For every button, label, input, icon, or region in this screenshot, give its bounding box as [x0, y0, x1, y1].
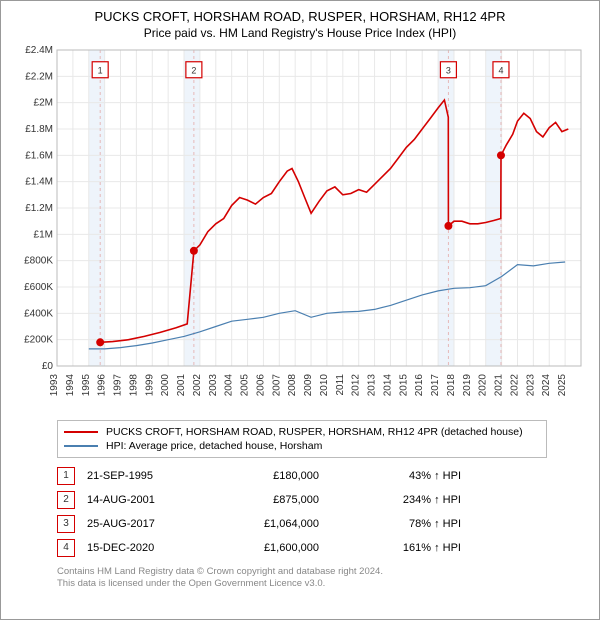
- svg-text:2010: 2010: [319, 374, 330, 397]
- footer-line-1: Contains HM Land Registry data © Crown c…: [57, 566, 589, 578]
- svg-text:£2.4M: £2.4M: [25, 45, 53, 56]
- svg-text:2015: 2015: [398, 374, 409, 397]
- svg-text:2009: 2009: [303, 374, 314, 397]
- tx-pct: 78% ↑ HPI: [331, 518, 461, 530]
- svg-text:1996: 1996: [97, 374, 108, 397]
- tx-pct: 161% ↑ HPI: [331, 542, 461, 554]
- legend-label: PUCKS CROFT, HORSHAM ROAD, RUSPER, HORSH…: [106, 426, 523, 438]
- tx-date: 15-DEC-2020: [87, 542, 207, 554]
- svg-text:2018: 2018: [446, 374, 457, 397]
- tx-price: £1,064,000: [219, 518, 319, 530]
- svg-text:£600K: £600K: [24, 282, 53, 293]
- footer: Contains HM Land Registry data © Crown c…: [57, 566, 589, 591]
- svg-text:2002: 2002: [192, 374, 203, 397]
- legend-swatch: [64, 431, 98, 433]
- transaction-table: 1 21-SEP-1995 £180,000 43% ↑ HPI 2 14-AUG-200…: [57, 464, 547, 560]
- svg-text:£1.8M: £1.8M: [25, 124, 53, 135]
- svg-text:1993: 1993: [49, 374, 60, 397]
- svg-text:1997: 1997: [113, 374, 124, 397]
- svg-text:£1.4M: £1.4M: [25, 177, 53, 188]
- tx-price: £180,000: [219, 470, 319, 482]
- chart: £0 £200K £400K £600K £800K £1M £1.2M £1.4M £1.6M…: [11, 44, 589, 414]
- svg-text:2013: 2013: [367, 374, 378, 397]
- svg-text:2004: 2004: [224, 374, 235, 397]
- svg-text:2021: 2021: [494, 374, 505, 397]
- svg-text:2019: 2019: [462, 374, 473, 397]
- svg-text:2005: 2005: [240, 374, 251, 397]
- svg-text:1: 1: [98, 65, 103, 75]
- svg-text:2000: 2000: [160, 374, 171, 397]
- svg-text:£1.2M: £1.2M: [25, 203, 53, 214]
- table-row: 3 25-AUG-2017 £1,064,000 78% ↑ HPI: [57, 512, 547, 536]
- svg-text:1999: 1999: [144, 374, 155, 397]
- svg-text:2017: 2017: [430, 374, 441, 397]
- svg-text:£400K: £400K: [24, 308, 53, 319]
- svg-text:£1.6M: £1.6M: [25, 150, 53, 161]
- svg-text:£1M: £1M: [34, 229, 53, 240]
- chart-title-1: PUCKS CROFT, HORSHAM ROAD, RUSPER, HORSH…: [11, 9, 589, 24]
- table-row: 1 21-SEP-1995 £180,000 43% ↑ HPI: [57, 464, 547, 488]
- svg-text:2014: 2014: [382, 374, 393, 397]
- legend: PUCKS CROFT, HORSHAM ROAD, RUSPER, HORSH…: [57, 420, 547, 458]
- svg-text:2025: 2025: [557, 374, 568, 397]
- legend-swatch: [64, 445, 98, 447]
- svg-text:2007: 2007: [271, 374, 282, 397]
- svg-text:£200K: £200K: [24, 335, 53, 346]
- tx-marker-number: 3: [57, 515, 75, 533]
- tx-price: £1,600,000: [219, 542, 319, 554]
- svg-text:2020: 2020: [478, 374, 489, 397]
- svg-text:2011: 2011: [335, 374, 346, 396]
- legend-item: PUCKS CROFT, HORSHAM ROAD, RUSPER, HORSH…: [64, 425, 540, 439]
- svg-text:1995: 1995: [81, 374, 92, 397]
- tx-pct: 43% ↑ HPI: [331, 470, 461, 482]
- legend-label: HPI: Average price, detached house, Hors…: [106, 440, 322, 452]
- table-row: 4 15-DEC-2020 £1,600,000 161% ↑ HPI: [57, 536, 547, 560]
- svg-text:3: 3: [446, 65, 451, 75]
- tx-pct: 234% ↑ HPI: [331, 494, 461, 506]
- tx-date: 25-AUG-2017: [87, 518, 207, 530]
- footer-line-2: This data is licensed under the Open Gov…: [57, 578, 589, 590]
- svg-text:2012: 2012: [351, 374, 362, 397]
- svg-text:£2M: £2M: [34, 98, 53, 109]
- svg-text:2001: 2001: [176, 374, 187, 397]
- tx-marker-number: 1: [57, 467, 75, 485]
- svg-text:4: 4: [498, 65, 503, 75]
- table-row: 2 14-AUG-2001 £875,000 234% ↑ HPI: [57, 488, 547, 512]
- tx-marker-number: 2: [57, 491, 75, 509]
- svg-text:2016: 2016: [414, 374, 425, 397]
- svg-text:2022: 2022: [509, 374, 520, 397]
- tx-marker-number: 4: [57, 539, 75, 557]
- chart-title-2: Price paid vs. HM Land Registry's House …: [11, 26, 589, 40]
- svg-text:£2.2M: £2.2M: [25, 71, 53, 82]
- svg-text:2008: 2008: [287, 374, 298, 397]
- svg-text:2023: 2023: [525, 374, 536, 397]
- svg-text:£0: £0: [42, 361, 54, 372]
- svg-text:1994: 1994: [65, 374, 76, 397]
- svg-text:2003: 2003: [208, 374, 219, 397]
- legend-item: HPI: Average price, detached house, Hors…: [64, 439, 540, 453]
- tx-date: 21-SEP-1995: [87, 470, 207, 482]
- svg-text:2006: 2006: [255, 374, 266, 397]
- svg-text:2024: 2024: [541, 374, 552, 397]
- tx-price: £875,000: [219, 494, 319, 506]
- svg-text:£800K: £800K: [24, 256, 53, 267]
- tx-date: 14-AUG-2001: [87, 494, 207, 506]
- svg-text:1998: 1998: [128, 374, 139, 397]
- svg-text:2: 2: [191, 65, 196, 75]
